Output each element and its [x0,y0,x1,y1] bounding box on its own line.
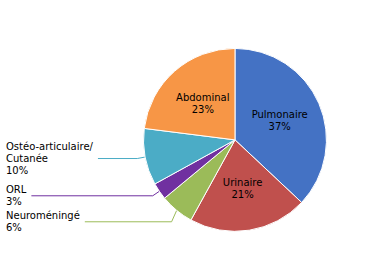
svg-text:Abdominal: Abdominal [176,92,229,103]
svg-text:6%: 6% [6,222,22,233]
svg-text:Cutanée: Cutanée [6,153,48,164]
svg-text:10%: 10% [6,165,28,176]
svg-text:Pulmonaire: Pulmonaire [252,109,308,120]
svg-text:Ostéo-articulaire/: Ostéo-articulaire/ [6,141,94,152]
svg-text:Neuroméningé: Neuroméningé [6,210,80,221]
svg-text:21%: 21% [231,189,253,200]
svg-text:37%: 37% [269,121,291,132]
svg-text:3%: 3% [6,196,22,207]
svg-text:Urinaire: Urinaire [223,177,263,188]
svg-text:23%: 23% [192,104,214,115]
svg-text:ORL: ORL [6,184,27,195]
